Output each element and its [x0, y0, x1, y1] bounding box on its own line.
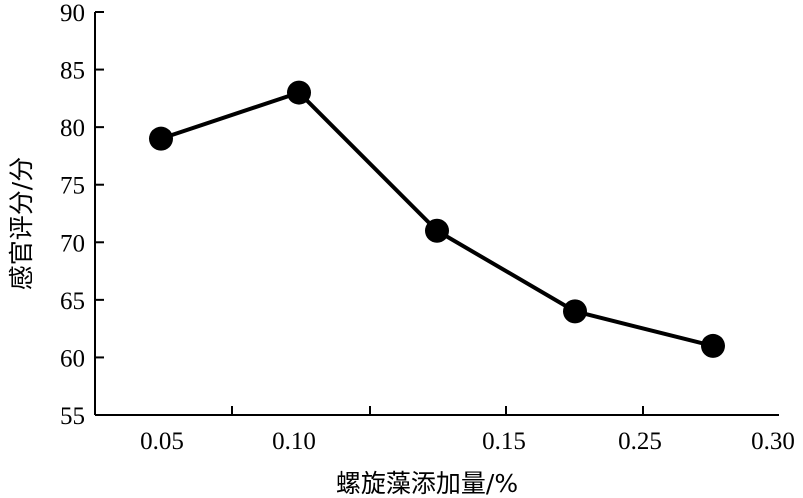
y-tick-label: 85: [60, 58, 85, 85]
data-point: [701, 333, 725, 358]
data-point: [563, 299, 587, 324]
y-tick-label: 80: [60, 115, 85, 142]
x-axis: 0.05 0.10 0.15 0.25 0.30: [95, 406, 795, 455]
x-tick-label: 0.15: [482, 428, 526, 455]
x-axis-title: 螺旋藻添加量/%: [336, 469, 518, 498]
y-axis: 55 60 65 70 75 80 85 90: [60, 0, 104, 430]
y-tick-label: 65: [60, 288, 85, 315]
x-tick-label: 0.25: [618, 428, 662, 455]
plot-area: [149, 80, 725, 358]
y-tick-label: 70: [60, 230, 85, 257]
x-tick-label: 0.05: [140, 428, 184, 455]
y-tick-label: 55: [60, 403, 85, 430]
x-tick-label: 0.10: [272, 428, 316, 455]
y-tick-label: 90: [60, 0, 85, 27]
y-tick-label: 75: [60, 173, 85, 200]
y-tick-label: 60: [60, 345, 85, 372]
y-axis-title: 感官评分/分: [7, 157, 36, 290]
data-point: [287, 80, 311, 105]
data-point: [149, 126, 173, 151]
x-tick-label: 0.30: [751, 428, 795, 455]
data-point: [425, 218, 449, 243]
